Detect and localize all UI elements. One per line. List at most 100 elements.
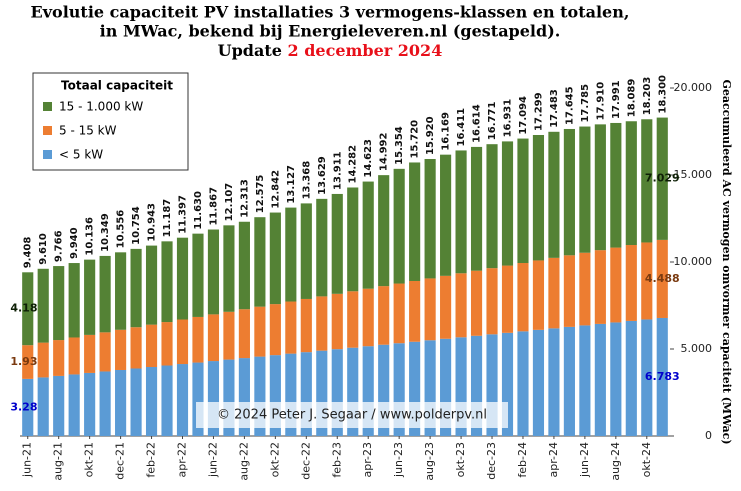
bar-segment	[532, 329, 545, 436]
bar-segment	[517, 331, 529, 436]
bar-segment	[440, 275, 452, 339]
bar-segment	[99, 371, 111, 436]
x-tick-label: feb-24	[516, 442, 529, 478]
bar-segment	[22, 345, 34, 379]
bar-segment	[378, 344, 390, 436]
chart-title: Update 2 december 2024	[218, 41, 443, 60]
total-label: 10.349	[100, 213, 111, 252]
bar-segment	[99, 332, 111, 372]
bar-segment	[285, 207, 297, 302]
total-label: 16.411	[456, 108, 467, 147]
bar-segment	[115, 369, 127, 436]
bar-segment	[362, 288, 374, 347]
bar-segment	[393, 168, 405, 284]
bar-segment	[331, 349, 343, 436]
value-label: 7.029	[645, 172, 680, 185]
value-label: 4.488	[645, 272, 680, 285]
legend-label: < 5 kW	[59, 148, 103, 162]
y-tick-label: 15.000	[674, 168, 713, 181]
bar-segment	[610, 322, 622, 436]
total-label: 10.136	[85, 217, 96, 256]
x-tick-label: dec-21	[114, 442, 127, 480]
bar-segment	[207, 229, 220, 315]
bar-segment	[68, 337, 80, 375]
bar-segment	[470, 270, 483, 336]
bar-segment	[455, 273, 467, 338]
value-label: 3.282	[10, 400, 45, 413]
total-label: 17.785	[580, 84, 591, 123]
bar-segment	[656, 239, 668, 318]
bar-segment	[37, 377, 49, 436]
bar-segment	[378, 175, 390, 287]
total-label: 13.911	[332, 151, 343, 190]
bar-segment	[130, 368, 142, 436]
bar-segment	[440, 338, 452, 436]
value-label: 6.783	[645, 370, 680, 383]
bar-segment	[470, 335, 483, 436]
bar-segment	[316, 350, 328, 436]
total-label: 12.107	[224, 183, 235, 222]
x-tick-label: jun-24	[578, 442, 591, 478]
bar-segment	[424, 340, 436, 436]
bar-segment	[176, 319, 189, 365]
bar-segment	[579, 126, 591, 253]
total-label: 18.300	[657, 75, 668, 114]
bar-segment	[548, 131, 560, 258]
bar-segment	[347, 291, 359, 348]
bar-segment	[625, 245, 637, 321]
legend-label: 5 - 15 kW	[59, 124, 117, 138]
bar-segment	[501, 265, 514, 333]
bar-segment	[269, 355, 281, 436]
bar-segment	[501, 141, 514, 266]
bar-segment	[316, 198, 328, 297]
total-label: 16.931	[503, 99, 514, 138]
bar-segment	[254, 306, 266, 357]
x-tick-label: feb-22	[145, 442, 158, 478]
bar-segment	[594, 124, 606, 251]
update-label: Update	[218, 41, 282, 60]
bar-segment	[594, 323, 606, 436]
bar-segment	[223, 311, 235, 360]
bar-segment	[22, 272, 34, 346]
legend-swatch	[43, 126, 52, 135]
bar-segment	[579, 252, 591, 326]
total-label: 17.483	[549, 89, 560, 128]
total-label: 12.842	[270, 170, 281, 209]
total-label: 14.992	[379, 133, 390, 172]
bar-segment	[161, 241, 173, 323]
bar-segment	[161, 322, 173, 366]
total-label: 15.354	[394, 126, 405, 165]
bar-segment	[594, 250, 606, 324]
bar-segment	[424, 158, 436, 279]
legend-swatch	[43, 150, 52, 159]
bar-segment	[192, 362, 204, 436]
bar-segment	[269, 212, 281, 305]
bar-segment	[300, 298, 312, 353]
x-tick-label: okt-24	[640, 442, 653, 477]
x-tick-label: aug-21	[52, 442, 65, 481]
bar-segment	[409, 341, 421, 436]
bar-segment	[563, 128, 575, 256]
x-tick-label: aug-23	[423, 442, 436, 481]
bar-segment	[285, 301, 297, 354]
bar-segment	[238, 358, 250, 436]
legend-title: Totaal capaciteit	[61, 79, 173, 93]
total-label: 14.623	[363, 139, 374, 178]
total-label: 11.187	[162, 199, 173, 238]
bar-segment	[22, 378, 34, 436]
x-tick-label: aug-22	[237, 442, 250, 481]
total-label: 10.943	[147, 203, 158, 242]
bar-segment	[84, 259, 96, 335]
bar-segment	[641, 119, 653, 243]
x-tick-label: apr-22	[176, 442, 189, 478]
bar-segment	[161, 365, 173, 436]
bar-segment	[409, 162, 421, 281]
y-tick-label: 0	[705, 429, 712, 442]
bar-segment	[37, 268, 49, 343]
bar-segment	[393, 343, 405, 436]
bar-segment	[84, 372, 96, 436]
bar-segment	[207, 361, 220, 436]
x-tick-label: apr-23	[361, 442, 374, 478]
x-tick-label: okt-23	[454, 442, 467, 477]
